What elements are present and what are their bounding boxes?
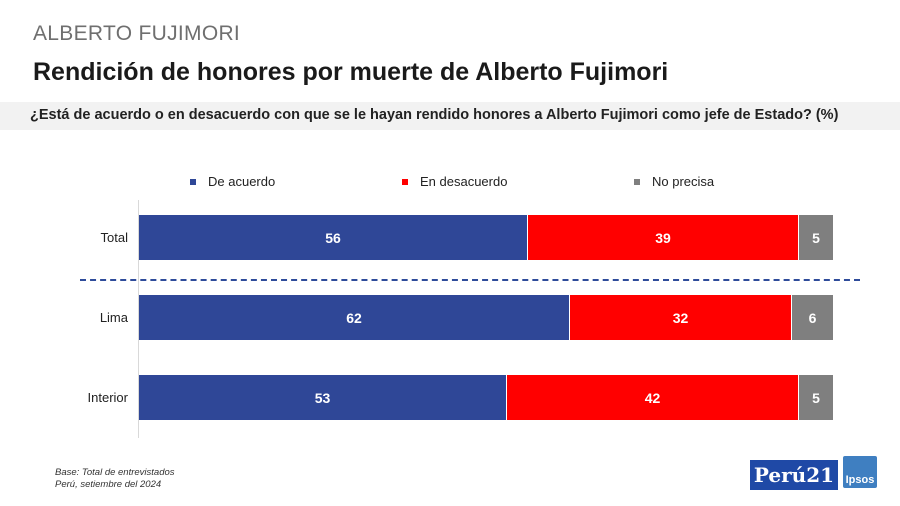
data-label: 53 — [314, 389, 331, 406]
bar-segment: 32 — [570, 295, 791, 340]
category-label: Total — [100, 230, 128, 245]
legend-swatch — [402, 178, 408, 185]
bar-segment: 5 — [799, 375, 833, 420]
question-band — [0, 102, 900, 130]
legend-label: De acuerdo — [208, 174, 276, 189]
legend-label: No precisa — [652, 174, 715, 189]
bar-segment: 39 — [528, 215, 798, 260]
data-label: 39 — [655, 229, 671, 246]
data-label: 5 — [812, 389, 820, 406]
question-text: ¿Está de acuerdo o en desacuerdo con que… — [30, 107, 839, 123]
peru21-logo: Perú21 — [750, 460, 838, 490]
bar-segment: 6 — [792, 295, 833, 340]
kicker: ALBERTO FUJIMORI — [33, 22, 241, 45]
bar-segment: 62 — [139, 295, 569, 340]
y-axis-line — [138, 200, 139, 438]
data-label: 56 — [325, 229, 341, 246]
ipsos-logo: Ipsos — [843, 456, 877, 488]
bar-segment: 56 — [139, 215, 527, 260]
footnote-base: Base: Total de entrevistados — [55, 467, 175, 478]
bar-segment: 5 — [799, 215, 833, 260]
data-label: 42 — [644, 389, 661, 406]
data-label: 5 — [812, 229, 820, 246]
legend-swatch — [634, 178, 640, 185]
category-label: Interior — [87, 390, 128, 405]
legend-item: En desacuerdo — [402, 174, 507, 189]
bar-segment: 42 — [507, 375, 798, 420]
legend-item: No precisa — [634, 174, 714, 189]
category-label: Lima — [99, 310, 128, 325]
legend-swatch — [190, 178, 196, 185]
legend-item: De acuerdo — [190, 174, 275, 189]
data-label: 62 — [346, 309, 362, 326]
footnote-date: Perú, setiembre del 2024 — [55, 479, 162, 490]
data-label: 6 — [808, 309, 817, 326]
data-label: 32 — [672, 309, 689, 326]
bar-segment: 53 — [139, 375, 506, 420]
chart-title: Rendición de honores por muerte de Alber… — [33, 58, 669, 86]
legend-label: En desacuerdo — [420, 174, 508, 189]
dashed-separator — [80, 279, 860, 281]
